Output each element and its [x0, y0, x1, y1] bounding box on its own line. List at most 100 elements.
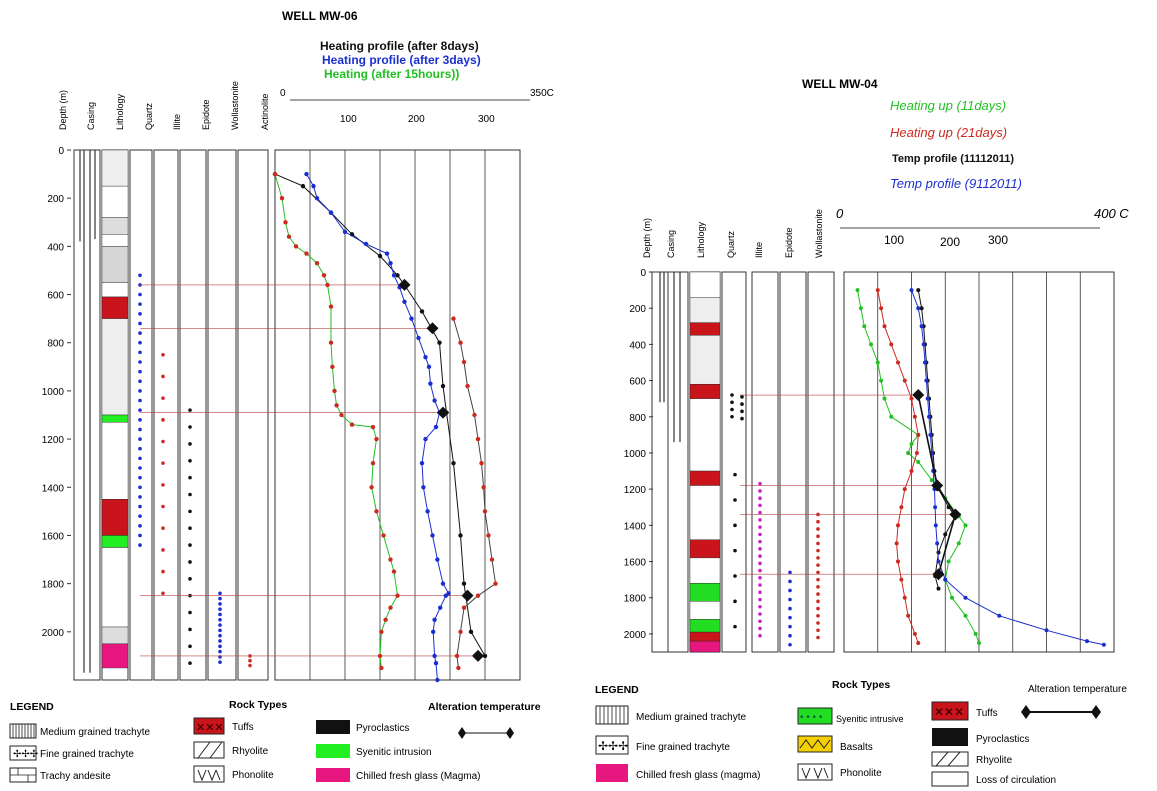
mw06-mineral-dot-3 — [218, 591, 222, 596]
mw04-column-5 — [779, 271, 807, 653]
mw06-series-2-point — [349, 422, 355, 427]
mw04-mineral-dot-5 — [816, 592, 820, 596]
legend-right-item-loss-circulation: Loss of circulation — [976, 775, 1056, 786]
mw04-series-1-point — [899, 577, 904, 582]
mw06-col-header-0: Depth (m) — [58, 90, 68, 130]
mw04-lith-band-10 — [689, 583, 721, 602]
mw06-mineral-dot-0 — [138, 475, 142, 480]
mw06-series-1-line — [306, 173, 450, 681]
mw06-series-red-hot-point — [482, 509, 488, 514]
mw04-series-label-11112011: Temp profile (11112011) — [892, 153, 1014, 165]
mw06-mineral-dot-0 — [138, 398, 142, 403]
mw04-series-3-point — [928, 432, 933, 437]
mw06-mineral-dot-2 — [188, 475, 192, 480]
mw04-series-3-point — [924, 378, 929, 383]
mw04-series-0-point — [977, 640, 981, 645]
legend-swatch-rhyolite-pattern — [197, 741, 223, 759]
mw06-series-1-point — [421, 485, 426, 490]
mw04-mineral-dot-4 — [788, 597, 792, 602]
mw06-mineral-dot-1 — [161, 504, 165, 509]
mw06-series-2-point — [334, 403, 339, 408]
legend-item-trachy-andesite: Trachy andesite — [40, 771, 111, 782]
mw06-mineral-dot-0 — [138, 321, 142, 326]
mw04-series-1-point — [909, 469, 914, 474]
mw04-mineral-dot-3 — [758, 568, 762, 573]
mw04-depth-tick-10: 2000 — [624, 630, 647, 641]
mw04-series-3-point — [927, 414, 932, 419]
mw04-mineral-dot-3 — [758, 554, 762, 558]
mw06-mineral-dot-0 — [138, 466, 142, 470]
legend-swatch-fine-trachyte — [9, 745, 37, 761]
mw06-mineral-dot-0 — [138, 292, 142, 297]
mw06-column-4 — [179, 149, 207, 681]
mw04-col-header-5: Epidote — [784, 227, 794, 258]
mw06-series-0-point — [482, 653, 488, 659]
mw06-series-2-point — [379, 665, 384, 671]
mw04-series-1-point — [912, 414, 917, 419]
mw06-columns — [73, 149, 521, 681]
mw06-series-2-point — [293, 244, 299, 249]
mw06-series-1-point — [430, 533, 435, 538]
mw04-series-0-point — [855, 288, 860, 293]
legend-right-swatch-syenitic-glyphs: • • • • — [800, 712, 823, 723]
mw06-mineral-dot-3 — [218, 623, 222, 627]
mw06-mineral-dot-3 — [218, 639, 222, 643]
legend-right-swatch-basalts-pattern — [799, 739, 831, 749]
mw04-col-header-6: Wollastonite — [814, 209, 824, 258]
mw04-mineral-dot-3 — [758, 576, 762, 580]
legend-swatch-syenitic-intrusion — [316, 744, 350, 758]
mw04-series-0-point — [862, 324, 867, 329]
mw06-mineral-dot-3 — [218, 602, 222, 606]
mw06-series-1-point — [304, 171, 309, 177]
mw06-series-red-hot-point — [481, 485, 486, 490]
mw04-depth-tick-2: 400 — [629, 340, 646, 351]
mw04-depth-ticks: 0 200 400 600 800 1000 1200 1400 1600 1800 2000 — [624, 268, 653, 641]
mw04-mineral-dot-3 — [758, 583, 762, 587]
mw04-depth-tick-5: 1000 — [624, 449, 647, 460]
mw04-mineral-dot-2 — [733, 523, 737, 528]
legend-right-item-fine-trachyte: Fine grained trachyte — [636, 742, 730, 753]
mw04-series-1-point — [889, 342, 894, 347]
mw06-temp-start-label: 0 — [280, 88, 286, 99]
mw06-series-red-hot-point — [456, 665, 461, 671]
mw04-mineral-dot-4 — [788, 615, 792, 620]
mw04-col-header-0: Depth (m) — [642, 218, 652, 258]
mw06-lith-band-0 — [101, 149, 129, 187]
mw04-mineral-dot-3 — [758, 619, 762, 624]
mw04-series-3-point — [936, 559, 941, 564]
mw06-mineral-dot-2 — [188, 408, 192, 412]
mw04-series-3-point — [935, 541, 940, 546]
mw04-alteration-marker-line — [917, 394, 957, 575]
mw04-column-4 — [751, 271, 779, 653]
mw06-series-red-hot-point — [458, 340, 463, 345]
mw06-series-2-point — [395, 593, 400, 598]
mw06-mineral-dot-0 — [138, 446, 142, 451]
mw06-col-header-4: Illite — [172, 114, 182, 130]
mw04-lith-band-5 — [689, 398, 721, 472]
legend-item-chilled-glass: Chilled fresh glass (Magma) — [356, 771, 481, 782]
mw06-series-red-hot-point — [475, 436, 481, 442]
legend-left-rock-types-heading: Rock Types — [229, 699, 287, 711]
mw04-mineral-dot-5 — [816, 599, 820, 604]
mw06-mineral-dot-2 — [188, 526, 192, 531]
mw06-alteration-diamond-1 — [426, 322, 439, 335]
mw06-series-1-point — [435, 557, 440, 562]
mw04-series-0-point — [956, 541, 961, 546]
mw06-mineral-dot-2 — [188, 509, 192, 514]
legend-item-pyroclastics: Pyroclastics — [356, 723, 409, 734]
mw04-mineral-dot-5 — [816, 527, 820, 531]
mw04-mineral-dot-0 — [730, 407, 734, 412]
mw06-mineral-dot-0 — [138, 302, 142, 306]
mw04-series-3-point — [933, 523, 938, 528]
mw06-series-label-8days: Heating profile (after 8days) — [320, 39, 479, 53]
mw04-depth-tick-7: 1400 — [624, 521, 647, 532]
mw06-series-1-point — [391, 273, 397, 278]
mw06-series-1-point — [311, 183, 316, 189]
legend-left-alteration-heading: Alteration temperature — [428, 701, 541, 713]
mw04-mineral-dot-5 — [816, 563, 820, 567]
legend-swatch-tuffs — [193, 717, 225, 735]
mw04-mineral-dot-2 — [733, 472, 737, 477]
legend-right-swatch-tuffs — [931, 701, 969, 721]
mw04-col-header-1: Casing — [666, 230, 676, 258]
mw04-plot-area — [740, 271, 1115, 653]
